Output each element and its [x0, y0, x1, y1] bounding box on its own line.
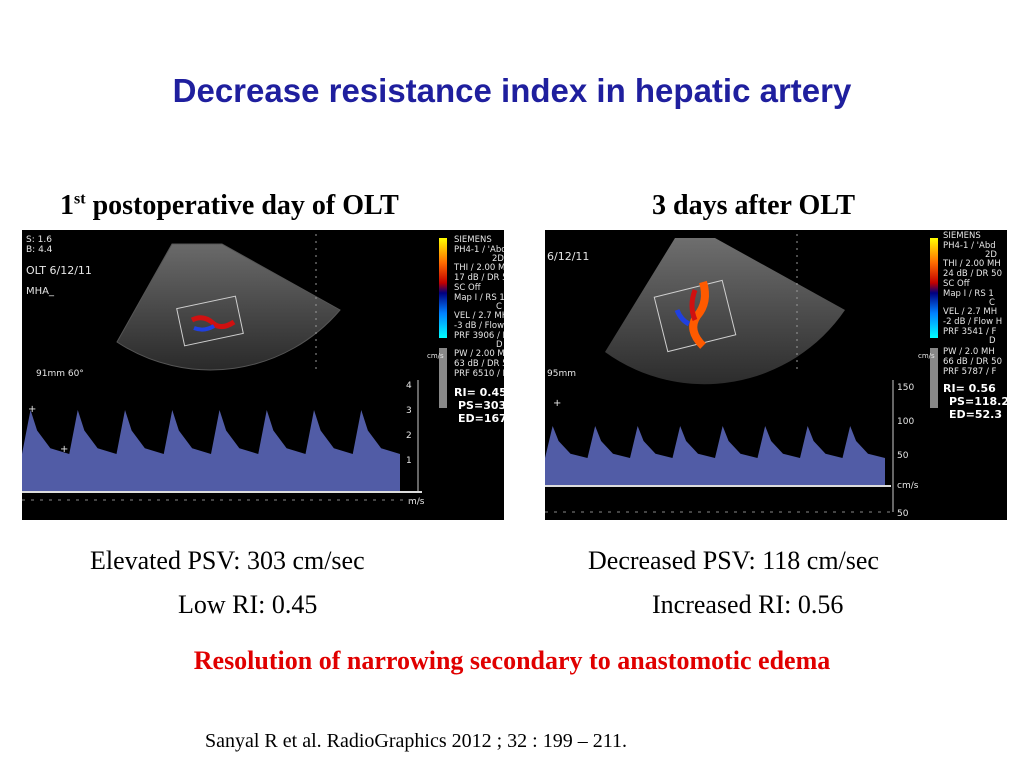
left-scale-1: 1	[406, 456, 412, 466]
right-scale-150: 150	[897, 383, 914, 393]
left-img-d: D	[496, 340, 503, 350]
left-img-ps: PS=303.8	[458, 399, 504, 412]
left-img-pw: PW / 2.00 MH	[454, 349, 504, 359]
right-img-thi: THI / 2.00 MH	[942, 259, 1001, 269]
right-img-pwdb: 66 dB / DR 50	[943, 357, 1002, 367]
right-color-flow	[689, 280, 709, 349]
right-img-ri: RI= 0.56	[943, 382, 996, 395]
left-img-flow: -3 dB / Flow H	[454, 321, 504, 331]
left-img-map: Map I / RS 1	[454, 293, 504, 303]
right-img-prf1: PRF 3541 / F	[943, 327, 997, 337]
left-img-date: OLT 6/12/11	[26, 264, 92, 277]
right-img-d: D	[989, 336, 996, 346]
left-color-flow	[190, 315, 236, 330]
left-ultrasound-image: S: 1.6 B: 4.4 OLT 6/12/11 MHA_ 91mm 60° …	[22, 230, 504, 520]
left-img-prf2: PRF 6510 / F	[454, 369, 504, 379]
left-img-db: 17 dB / DR 50	[454, 273, 504, 283]
left-img-pwdb: 63 dB / DR 50	[454, 359, 504, 369]
right-img-vendor: SIEMENS	[943, 231, 981, 241]
left-img-prf1: PRF 3906 / F	[454, 331, 504, 341]
right-img-sc: SC Off	[943, 279, 971, 289]
left-heading-suffix: st	[74, 190, 86, 208]
right-bmode-sector	[605, 238, 845, 385]
right-img-flow: -2 dB / Flow H	[943, 317, 1002, 327]
right-img-cms2: cm/s	[897, 481, 919, 491]
right-panel-heading: 3 days after OLT	[652, 190, 856, 221]
right-scale-100: 100	[897, 417, 914, 427]
svg-text:+: +	[60, 444, 68, 455]
left-img-sc: SC Off	[454, 283, 482, 293]
left-img-thi: THI / 2.00 MH	[453, 263, 504, 273]
left-img-probe: PH4-1 / 'Abd	[454, 245, 504, 255]
left-img-c: C	[496, 302, 502, 312]
right-ultrasound-image: 6/12/11 95mm SIEMENS PH4-1 / 'Abd 2D THI…	[545, 230, 1007, 520]
right-img-cms: cm/s	[918, 352, 935, 360]
left-scale-2: 2	[406, 431, 412, 441]
left-img-cms: cm/s	[427, 352, 444, 360]
left-heading-ordinal: 1	[60, 190, 74, 221]
left-img-vel: VEL / 2.7 MH	[454, 311, 504, 321]
reference-citation: Sanyal R et al. RadioGraphics 2012 ; 32 …	[205, 730, 627, 752]
left-img-vendor: SIEMENS	[454, 235, 492, 245]
right-scale-50: 50	[897, 451, 909, 461]
left-scale-4: 4	[406, 381, 412, 391]
left-caption-psv: Elevated PSV: 303 cm/sec	[90, 546, 365, 575]
right-img-pw: PW / 2.0 MH	[943, 347, 995, 357]
left-scale-3: 3	[406, 406, 412, 416]
right-img-prf2: PRF 5787 / F	[943, 367, 997, 377]
right-img-date: 6/12/11	[547, 250, 589, 263]
left-doppler-waveform	[22, 410, 400, 492]
svg-text:+: +	[28, 404, 36, 415]
right-img-2d: 2D	[985, 250, 997, 260]
left-img-setting-2: B: 4.4	[26, 245, 53, 255]
right-img-vel: VEL / 2.7 MH	[943, 307, 997, 317]
right-caption-psv: Decreased PSV: 118 cm/sec	[588, 546, 879, 575]
left-img-ms: m/s	[408, 497, 425, 507]
left-img-2d: 2D	[492, 254, 504, 264]
right-img-map: Map I / RS 1	[943, 289, 994, 299]
left-bmode-sector	[117, 244, 340, 370]
conclusion-text: Resolution of narrowing secondary to ana…	[193, 646, 831, 675]
right-img-db: 24 dB / DR 50	[943, 269, 1002, 279]
left-heading-rest: postoperative day of OLT	[85, 190, 399, 221]
left-caption-ri: Low RI: 0.45	[178, 590, 318, 619]
right-img-c: C	[989, 298, 995, 308]
left-img-ri: RI= 0.45	[454, 386, 504, 399]
right-scale-neg50: 50	[897, 509, 909, 519]
right-img-ps: PS=118.2	[949, 395, 1007, 408]
left-img-setting-1: S: 1.6	[26, 235, 52, 245]
left-img-ed: ED=167.1	[458, 412, 504, 425]
slide-title: Decrease resistance index in hepatic art…	[172, 72, 852, 109]
right-caption-ri: Increased RI: 0.56	[652, 590, 844, 619]
right-img-ed: ED=52.3	[949, 408, 1002, 421]
left-color-bar	[439, 238, 447, 338]
svg-text:+: +	[553, 398, 561, 409]
left-img-depth: 91mm 60°	[36, 369, 84, 379]
right-img-probe: PH4-1 / 'Abd	[943, 241, 996, 251]
right-doppler-waveform	[545, 426, 885, 486]
right-color-bar	[930, 238, 938, 338]
left-panel-heading: 1st postoperative day of OLT	[60, 190, 399, 222]
left-img-site: MHA_	[26, 286, 55, 297]
right-img-depth: 95mm	[547, 369, 576, 379]
